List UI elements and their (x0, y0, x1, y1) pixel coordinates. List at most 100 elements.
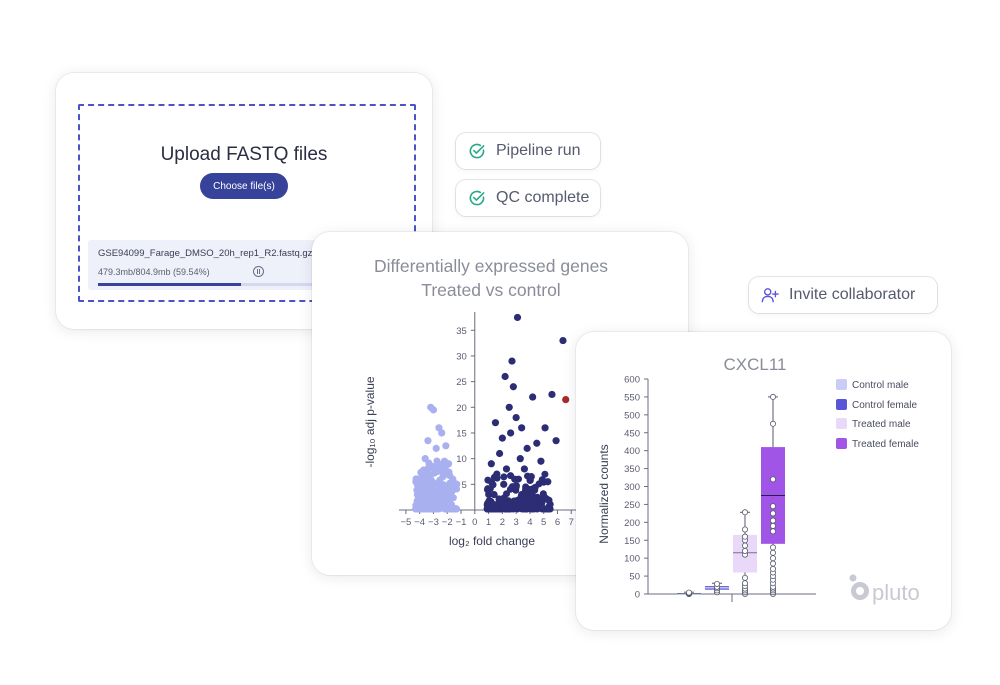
box-y-tick-label: 200 (624, 518, 640, 529)
volcano-point-highlight (562, 395, 570, 404)
upload-file-row: GSE94099_Farage_DMSO_20h_rep1_R2.fastq.g… (88, 240, 344, 290)
box-point (769, 393, 776, 400)
x-tick-label: 3 (513, 517, 518, 528)
box-point (741, 533, 748, 540)
volcano-point-down (438, 429, 446, 437)
box-y-tick-label: 450 (624, 428, 640, 439)
check-circle-icon (469, 143, 485, 159)
legend-treated-male: Treated male (852, 419, 911, 430)
box-point (769, 420, 776, 427)
box-axes: 0 50 100 150 200 250 300 350 400 450 500 550 600 (624, 375, 816, 602)
volcano-point-down (424, 471, 432, 479)
box-point (741, 526, 748, 533)
volcano-point-up (531, 483, 539, 491)
volcano-point-down (424, 437, 432, 445)
box-point (686, 589, 693, 596)
box-point (769, 522, 776, 529)
volcano-point-up (498, 434, 506, 442)
box-point (769, 476, 776, 483)
upload-card: Upload FASTQ files Choose file(s) GSE940… (56, 73, 432, 329)
legend-control-male: Control male (852, 380, 909, 391)
x-tick-label: −4 (414, 517, 425, 528)
box-y-tick-label: 100 (624, 554, 640, 565)
box-point (769, 528, 776, 535)
choose-files-button[interactable]: Choose file(s) (200, 173, 288, 199)
volcano-point-up (552, 437, 560, 445)
volcano-point-down (413, 475, 421, 483)
volcano-point-up (520, 465, 528, 473)
box-point (769, 560, 776, 567)
box-y-tick-label: 600 (624, 375, 640, 386)
volcano-title: Differentially expressed genes (374, 256, 608, 276)
volcano-point-down (433, 467, 442, 476)
volcano-point-up (529, 393, 537, 401)
file-size: 479.3mb/804.9mb (59.54%) (98, 267, 210, 277)
volcano-point-up (548, 390, 556, 399)
volcano-point-up (510, 497, 518, 505)
y-tick-label: 5 (461, 480, 466, 491)
volcano-point-up (500, 480, 508, 488)
x-tick-label: −1 (456, 517, 467, 528)
box-point (769, 517, 776, 524)
volcano-point-up (487, 460, 495, 468)
volcano-plot: Differentially expressed genes Treated v… (363, 256, 608, 548)
x-tick-label: −2 (442, 517, 453, 528)
brand-name: pluto (872, 580, 920, 605)
volcano-point-up (505, 403, 513, 411)
x-tick-label: −5 (400, 517, 411, 528)
volcano-point-up (486, 505, 494, 513)
volcano-point-up (502, 465, 511, 473)
volcano-point-down (416, 483, 424, 491)
volcano-point-up (501, 372, 509, 381)
volcano-point-down (416, 492, 424, 500)
box-point (769, 544, 776, 551)
volcano-point-up (522, 485, 530, 494)
invite-collaborator-button[interactable]: Invite collaborator (749, 277, 937, 313)
box-y-label: Normalized counts (597, 444, 611, 543)
volcano-point-down (449, 475, 457, 483)
cxcl11-box-plot: CXCL11 Normalized counts 0 50 100 150 200 250… (597, 355, 920, 605)
y-tick-label: 15 (456, 428, 467, 439)
volcano-point-up (509, 383, 517, 391)
box-point (769, 510, 776, 517)
y-tick-label: 10 (456, 454, 467, 465)
volcano-point-up (539, 504, 547, 512)
volcano-point-down (439, 473, 447, 481)
volcano-point-down (421, 455, 429, 463)
box-y-tick-label: 550 (624, 392, 640, 403)
pause-icon[interactable] (253, 266, 264, 277)
volcano-point-up (537, 457, 545, 465)
volcano-point-up (507, 429, 515, 437)
volcano-point-up (490, 490, 498, 499)
volcano-point-up (543, 495, 551, 503)
box-point (741, 580, 748, 587)
volcano-point-up (491, 419, 500, 427)
volcano-point-up (515, 504, 523, 512)
box-point (769, 549, 776, 556)
volcano-point-up (533, 439, 541, 447)
y-tick-label: 20 (456, 403, 467, 414)
volcano-point-up (501, 505, 509, 513)
box-y-tick-label: 300 (624, 482, 640, 493)
legend-swatch-treated-female (836, 438, 847, 449)
volcano-point-up (527, 473, 535, 481)
box-y-tick-label: 350 (624, 464, 640, 475)
box-group (761, 393, 785, 597)
volcano-point-down (422, 488, 431, 496)
box-y-tick-label: 250 (624, 500, 640, 511)
volcano-point-down (444, 505, 452, 513)
qc-complete-pill: QC complete (456, 180, 600, 216)
file-drop-zone[interactable] (78, 104, 416, 302)
volcano-point-up (495, 495, 503, 503)
box-y-tick-label: 50 (629, 572, 640, 583)
volcano-point-down (431, 480, 439, 488)
cxcl11-plot-card: CXCL11 Normalized counts 0 50 100 150 200 250… (576, 332, 951, 630)
volcano-point-up (522, 499, 530, 507)
volcano-point-up (521, 491, 529, 499)
box-point (741, 574, 748, 581)
x-tick-label: 1 (486, 517, 491, 528)
volcano-point-up (533, 504, 541, 512)
legend-swatch-control-male (836, 379, 847, 390)
volcano-point-up (523, 444, 531, 452)
volcano-point-down (425, 478, 433, 486)
